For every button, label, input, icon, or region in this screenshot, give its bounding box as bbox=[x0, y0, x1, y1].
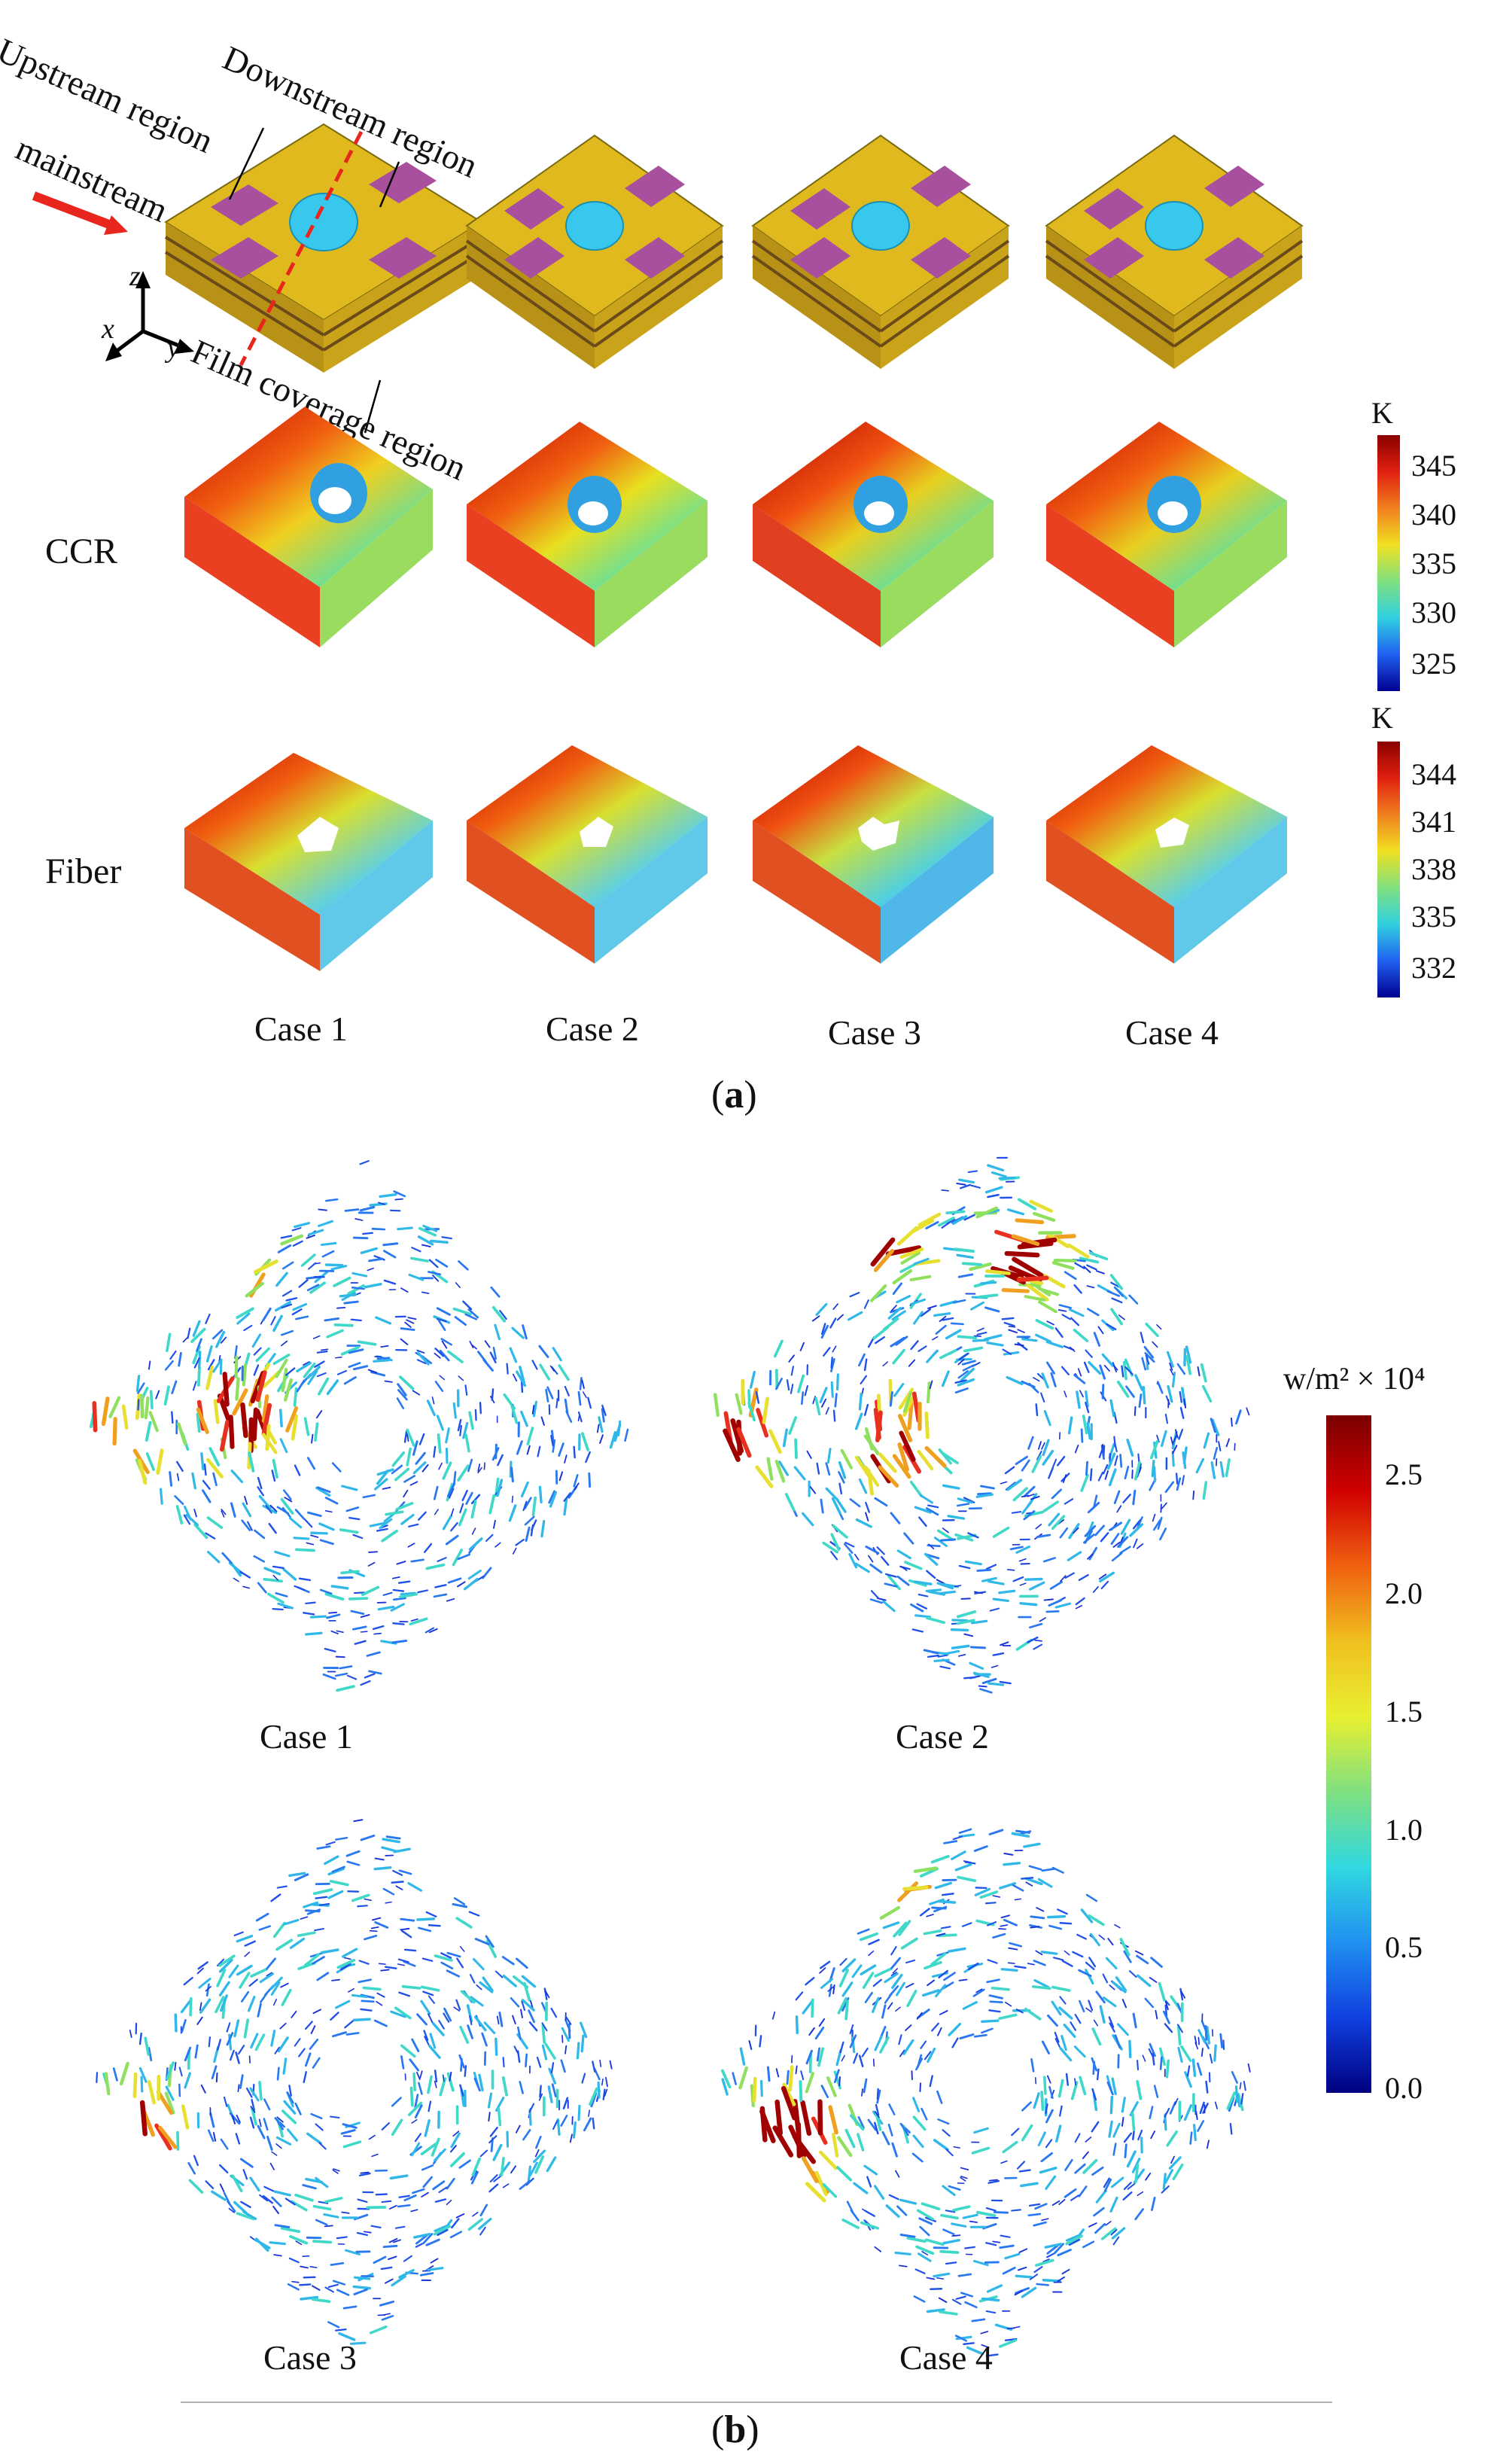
panel-a-case-4-label: Case 4 bbox=[1125, 1013, 1219, 1052]
vector-glyphs bbox=[96, 1819, 613, 2345]
axis-y-label: y bbox=[167, 332, 180, 364]
leader-lines bbox=[228, 127, 400, 434]
panel-a-label: (a) bbox=[711, 1074, 757, 1116]
panel-a-case-1-label: Case 1 bbox=[254, 1010, 348, 1048]
axes-triad bbox=[105, 271, 194, 361]
geometry-case-4 bbox=[1045, 134, 1304, 369]
ccr-colorbar-unit: K bbox=[1371, 396, 1393, 430]
fiber-colorbar bbox=[1377, 742, 1400, 997]
fiber-tick-341: 341 bbox=[1411, 805, 1456, 839]
geometry-case-3 bbox=[751, 134, 1010, 369]
panel-b-label: (b) bbox=[711, 2408, 759, 2451]
ccr-tick-325: 325 bbox=[1411, 647, 1456, 681]
heat-flux-vectors-case-4 bbox=[720, 1828, 1251, 2357]
fiber-tick-338: 338 bbox=[1411, 852, 1456, 886]
ccr-tick-330: 330 bbox=[1411, 595, 1456, 629]
ccr-tick-335: 335 bbox=[1411, 547, 1456, 580]
axis-x-label: x bbox=[102, 313, 114, 345]
ccr-temperature-case-3 bbox=[753, 422, 994, 647]
fiber-temperature-case-3 bbox=[753, 745, 994, 964]
geometry-case-1 bbox=[164, 123, 483, 373]
vector-glyphs bbox=[720, 1828, 1251, 2357]
fiber-tick-344: 344 bbox=[1411, 757, 1456, 791]
ccr-temperature-case-4 bbox=[1046, 422, 1287, 647]
panel-a-case-3-label: Case 3 bbox=[828, 1013, 921, 1052]
vector-glyphs bbox=[90, 1160, 629, 1692]
bottom-divider bbox=[181, 2402, 1332, 2403]
geometry-case-2 bbox=[465, 134, 724, 369]
fiber-tick-335: 335 bbox=[1411, 900, 1456, 934]
ccr-temperature-case-1 bbox=[184, 407, 433, 647]
heat-flux-tick-1.5: 1.5 bbox=[1385, 1695, 1423, 1728]
ccr-temperature-case-2 bbox=[467, 422, 708, 647]
fiber-colorbar-unit: K bbox=[1371, 701, 1393, 735]
heat-flux-tick-2.0: 2.0 bbox=[1385, 1576, 1423, 1610]
heat-flux-vectors-case-2 bbox=[713, 1156, 1250, 1694]
fiber-temperature-case-1 bbox=[184, 753, 433, 971]
heat-flux-tick-1.0: 1.0 bbox=[1385, 1813, 1423, 1847]
axis-z-label: z bbox=[129, 260, 141, 292]
ccr-tick-345: 345 bbox=[1411, 449, 1456, 483]
panel-b-case-4-label: Case 4 bbox=[899, 2338, 993, 2377]
heat-flux-tick-2.5: 2.5 bbox=[1385, 1457, 1423, 1491]
heat-flux-colorbar-unit: w/m² × 10⁴ bbox=[1283, 1362, 1426, 1396]
heat-flux-tick-0.0: 0.0 bbox=[1385, 2071, 1423, 2105]
panel-b-case-3-label: Case 3 bbox=[263, 2338, 357, 2377]
heat-flux-colorbar bbox=[1326, 1415, 1371, 2093]
panel-b-case-2-label: Case 2 bbox=[896, 1717, 989, 1756]
fiber-temperature-case-4 bbox=[1046, 745, 1287, 964]
fiber-temperature-case-2 bbox=[467, 745, 708, 964]
mainstream-arrow bbox=[32, 191, 128, 235]
ccr-tick-340: 340 bbox=[1411, 498, 1456, 531]
panel-b-case-1-label: Case 1 bbox=[260, 1717, 353, 1756]
heat-flux-vectors-case-1 bbox=[90, 1160, 629, 1692]
heat-flux-vectors-case-3 bbox=[96, 1819, 613, 2345]
panel-a-case-2-label: Case 2 bbox=[546, 1010, 639, 1048]
fiber-tick-332: 332 bbox=[1411, 951, 1456, 985]
row-label-fiber: Fiber bbox=[45, 851, 122, 891]
heat-flux-tick-0.5: 0.5 bbox=[1385, 1930, 1423, 1964]
row-label-ccr: CCR bbox=[45, 531, 118, 571]
ccr-colorbar bbox=[1377, 435, 1400, 691]
vector-glyphs bbox=[713, 1156, 1250, 1694]
